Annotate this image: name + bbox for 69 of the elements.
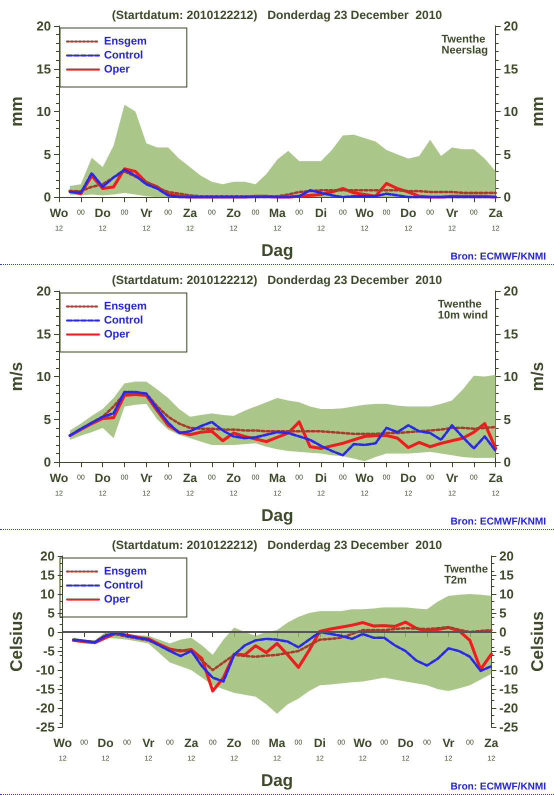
y2-tick-label: 10 (504, 369, 518, 384)
y-tick-label: 20 (40, 548, 55, 564)
y-tick-label: -15 (36, 682, 55, 697)
y-tick-label: 10 (40, 586, 55, 602)
y-tick-label: 15 (40, 568, 55, 583)
y2-tick-label: -20 (499, 700, 518, 716)
legend-label: Oper (104, 64, 130, 76)
legend-label: Ensgem (104, 36, 148, 48)
text: Bron: ECMWF/KNMI (450, 782, 546, 792)
y-tick-label: 0 (44, 190, 51, 205)
annotation: Twenthe Neerslag (442, 34, 488, 56)
x-axis-title: Dag (261, 241, 294, 260)
text: Bron: ECMWF/KNMI (450, 516, 546, 528)
y2-tick-label: 20 (504, 18, 518, 34)
y2-tick-label: 15 (504, 61, 518, 76)
y-tick-label: 20 (36, 284, 51, 298)
y-tick-label: 5 (44, 412, 51, 427)
y2-axis-title: mm (528, 96, 547, 127)
y-axis-title: mm (7, 96, 26, 127)
y2-tick-label: 15 (504, 326, 518, 342)
legend-label: Oper (104, 328, 130, 340)
y2-tick-label: -5 (499, 644, 511, 659)
y-tick-label: 5 (44, 146, 51, 162)
legend-label: Oper (104, 594, 130, 606)
y-tick-label: 20 (36, 18, 51, 34)
x-axis-title: Dag (261, 506, 294, 525)
y-axis-title: m/s (7, 362, 26, 392)
chart-title: (Startdatum: 2010122212) Donderdag 23 December 2010 (112, 273, 442, 287)
y2-axis-title: Celsius (528, 611, 547, 672)
y2-tick-label: 5 (504, 146, 511, 162)
y2-tick-label: 10 (499, 586, 514, 602)
y-tick-label: -5 (43, 644, 55, 659)
y2-tick-label: 0 (499, 624, 507, 640)
chart-title: (Startdatum: 2010122212) Donderdag 23 December 2010 (112, 8, 442, 22)
annotation: Twenthe T2m (444, 564, 488, 586)
y-tick-label: 0 (44, 454, 51, 470)
chart-title: (Startdatum: 2010122212) Donderdag 23 December 2010 (112, 538, 442, 552)
y-tick-label: 15 (36, 326, 51, 342)
legend-label: Ensgem (104, 300, 148, 312)
y2-tick-label: -10 (499, 662, 518, 678)
y-tick-label: 10 (36, 369, 51, 384)
y2-tick-label: 20 (504, 284, 518, 298)
y-tick-label: 10 (36, 104, 51, 120)
y2-tick-label: 0 (504, 190, 511, 205)
legend-label: Control (104, 580, 144, 592)
y2-tick-label: 15 (499, 568, 514, 583)
y-tick-label: -20 (36, 700, 55, 716)
y-tick-label: -25 (36, 720, 55, 735)
y2-tick-label: 0 (504, 454, 511, 470)
y2-tick-label: 10 (504, 104, 518, 120)
y2-tick-label: -15 (499, 682, 518, 697)
y2-tick-label: 5 (504, 412, 511, 427)
x-axis-title: Dag (260, 771, 294, 790)
y2-tick-label: 20 (499, 548, 514, 564)
y-tick-label: 15 (36, 61, 51, 76)
line-series (72, 630, 493, 683)
y2-axis-title: m/s (528, 362, 547, 392)
y2-tick-label: 5 (499, 606, 507, 621)
legend-label: Ensgem (104, 566, 148, 578)
legend-label: Control (104, 314, 144, 326)
text: Bron: ECMWF/KNMI (450, 252, 546, 262)
y2-tick-label: -25 (499, 720, 518, 735)
legend-label: Control (104, 50, 144, 62)
annotation: Twenthe 10m wind (438, 298, 488, 322)
y-tick-label: -10 (36, 662, 55, 678)
y-tick-label: 0 (47, 624, 55, 640)
line-series (68, 392, 497, 437)
y-tick-label: 5 (47, 606, 55, 621)
y-axis-title: Celsius (7, 611, 26, 672)
